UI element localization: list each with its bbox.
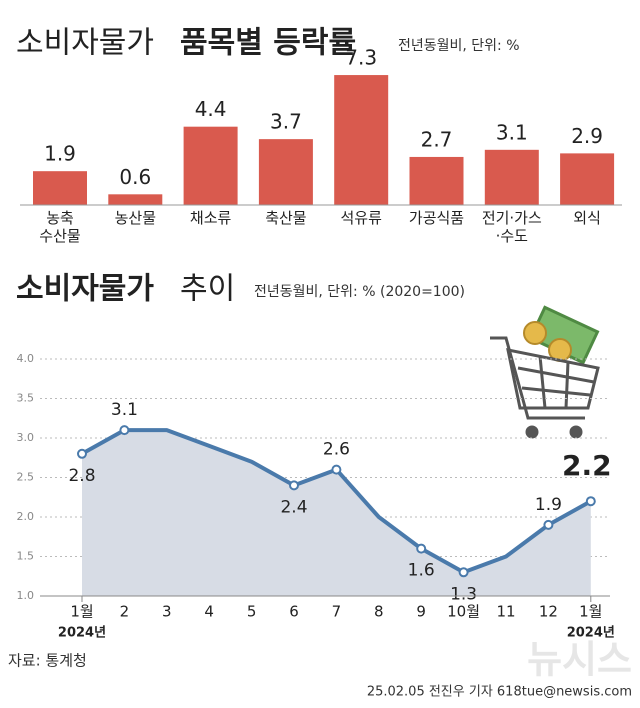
value-label: 1.3 bbox=[450, 584, 477, 604]
watermark: 뉴시스 bbox=[527, 638, 632, 682]
value-label: 7.3 bbox=[345, 46, 377, 70]
chart-note: 전년동월비, 단위: % bbox=[398, 38, 520, 54]
bar bbox=[258, 139, 313, 205]
x-tick-label: 1월 bbox=[70, 603, 93, 621]
x-tick-label: 농산물 bbox=[114, 209, 156, 227]
y-tick-label: 3.0 bbox=[17, 431, 35, 444]
point bbox=[543, 519, 554, 530]
bar bbox=[108, 194, 163, 205]
point bbox=[416, 543, 427, 554]
x-tick-label: 7 bbox=[332, 603, 342, 621]
x-tick-label: 농축 수산물 bbox=[39, 209, 81, 245]
bar bbox=[334, 75, 389, 205]
x-tick-label: 5 bbox=[247, 603, 257, 621]
x-tick-label: 1월 bbox=[579, 603, 602, 621]
point bbox=[119, 425, 130, 436]
value-label: 4.4 bbox=[195, 97, 227, 121]
y-tick-label: 1.0 bbox=[17, 589, 35, 602]
value-label: 2.8 bbox=[68, 466, 95, 486]
x-tick-label: 4 bbox=[204, 603, 214, 621]
x-tick-label: 6 bbox=[289, 603, 299, 621]
y-tick-label: 3.5 bbox=[17, 392, 35, 405]
y-tick-label: 2.5 bbox=[17, 471, 35, 484]
value-label: 2.9 bbox=[571, 124, 603, 148]
value-label: 3.1 bbox=[496, 120, 528, 144]
y-tick-label: 2.0 bbox=[17, 510, 35, 523]
credit: 25.02.05 전진우 기자 618tue@newsis.com bbox=[367, 685, 632, 700]
bar bbox=[33, 171, 87, 205]
y-tick-label: 4.0 bbox=[17, 352, 35, 365]
x-tick-label: 축산물 bbox=[265, 209, 307, 227]
value-label: 1.9 bbox=[44, 142, 76, 166]
x-tick-label: 석유류 bbox=[340, 209, 382, 227]
value-label: 2.7 bbox=[421, 127, 453, 151]
point bbox=[289, 480, 299, 491]
bar bbox=[183, 126, 238, 205]
value-label: 1.9 bbox=[535, 495, 562, 515]
point bbox=[77, 448, 87, 459]
value-label: 3.1 bbox=[111, 400, 138, 420]
value-label: 2.2 bbox=[562, 449, 612, 482]
x-tick-label: 8 bbox=[374, 603, 384, 621]
chart-title-bold: 소비자물가 bbox=[16, 272, 154, 307]
bar bbox=[409, 156, 464, 205]
point bbox=[585, 496, 596, 507]
y-tick-label: 1.5 bbox=[17, 550, 35, 563]
point bbox=[331, 464, 342, 475]
x-tick-label: 외식 bbox=[573, 209, 601, 227]
point bbox=[458, 567, 469, 578]
chart-note: 전년동월비, 단위: % (2020=100) bbox=[254, 284, 465, 300]
x-tick-label: 10월 bbox=[447, 603, 480, 621]
chart-title-light: 추이 bbox=[180, 272, 235, 307]
value-label: 2.4 bbox=[280, 497, 307, 517]
value-label: 1.6 bbox=[408, 561, 435, 581]
x-sublabel: 2024년 bbox=[567, 626, 615, 641]
x-tick-label: 12 bbox=[539, 603, 558, 621]
value-label: 2.6 bbox=[323, 440, 350, 460]
x-tick-label: 11 bbox=[496, 603, 515, 621]
bar bbox=[484, 149, 539, 205]
x-sublabel: 2024년 bbox=[58, 626, 106, 641]
chart-title-light: 소비자물가 bbox=[16, 26, 154, 61]
x-tick-label: 가공식품 bbox=[408, 209, 465, 227]
bar bbox=[560, 153, 615, 205]
chart-title-bold: 품목별 등락률 bbox=[180, 26, 356, 61]
cart-icon bbox=[490, 305, 600, 439]
x-tick-label: 3 bbox=[162, 603, 172, 621]
area bbox=[82, 430, 591, 596]
source: 자료: 통계청 bbox=[8, 652, 87, 670]
x-tick-label: 전기·가스 ·수도 bbox=[481, 209, 542, 245]
x-tick-label: 9 bbox=[416, 603, 426, 621]
x-tick-label: 2 bbox=[120, 603, 130, 621]
value-label: 3.7 bbox=[270, 110, 302, 134]
x-tick-label: 채소류 bbox=[189, 209, 232, 227]
value-label: 0.6 bbox=[119, 165, 151, 189]
